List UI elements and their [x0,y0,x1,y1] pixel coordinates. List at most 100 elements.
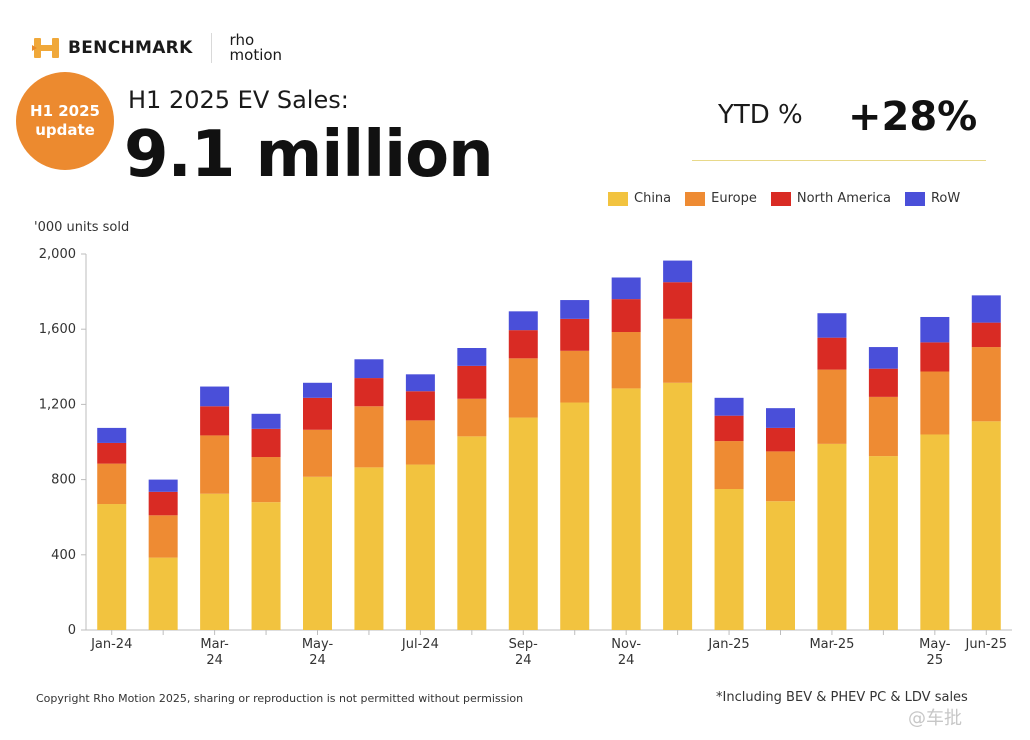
bar-europe [457,398,487,437]
bar-china [457,436,487,630]
legend-label-north-america: North America [796,191,891,206]
x-tick-label: 24 [206,653,223,668]
bar-china [560,402,590,630]
x-tick-label: May- [919,637,951,652]
logo-divider [210,33,212,63]
x-tick-label: Jan-25 [707,637,749,652]
badge-line2: update [35,121,95,139]
bar-row [303,382,332,398]
bar-china [766,501,795,630]
x-tick-label: Jul-24 [401,637,439,652]
legend-swatch-north-america [770,191,791,206]
bar-europe [766,451,795,502]
bar-north-america [251,428,281,458]
y-tick-label: 2,000 [39,247,76,262]
bar-row [714,397,744,416]
bar-row [817,313,847,338]
chart-legend: China Europe North America RoW [608,191,974,206]
bar-europe [920,371,950,435]
y-axis-label: '000 units sold [34,220,130,235]
x-tick-label: May- [302,637,334,652]
bar-europe [817,369,847,444]
bar-row [508,311,538,331]
x-tick-label: Mar- [200,637,229,652]
bar-row [611,277,641,300]
y-tick-label: 0 [68,623,76,638]
y-tick-label: 1,200 [39,397,76,412]
bar-china [714,489,744,630]
bar-europe [200,435,230,494]
bar-north-america [766,427,795,452]
legend-label-china: China [634,191,672,206]
bar-europe [868,396,898,457]
bar-row [97,427,127,443]
bar-north-america [868,368,898,397]
x-tick-label: Nov- [611,637,641,652]
bar-china [354,467,384,630]
bar-europe [508,358,538,418]
legend-item-europe: Europe [685,191,757,206]
bar-china [971,421,1001,630]
bar-north-america [508,330,538,359]
legend-item-china: China [608,191,671,206]
bar-europe [611,332,641,389]
bar-north-america [971,322,1001,348]
bar-europe [405,420,435,465]
bar-north-america [97,442,127,464]
copyright-text: Copyright Rho Motion 2025, sharing or re… [36,692,524,705]
bar-north-america [817,337,847,370]
x-tick-label: 24 [309,653,326,668]
bar-row [405,374,435,392]
benchmark-mark-icon [32,38,59,58]
x-tick-label: Jan-24 [90,637,132,652]
legend-item-north-america: North America [770,191,891,206]
x-tick-label: 25 [927,653,944,668]
bar-europe [971,347,1001,422]
page-title: 9.1 million [124,118,494,192]
benchmark-logo-text: BENCHMARK [68,38,193,58]
bar-china [405,464,435,630]
x-tick-label: Jun-25 [965,637,1008,652]
bar-china [97,504,127,630]
bar-north-america [405,391,435,421]
badge-line1: H1 2025 [30,102,100,120]
bar-row [971,295,1001,323]
x-tick-label: Sep- [509,637,539,652]
bar-china [920,434,950,630]
bar-china [817,443,847,630]
bar-row [354,359,384,379]
rho-motion-logo: rho motion [229,31,283,64]
bar-china [303,476,332,630]
header-logos: BENCHMARK rho motion [32,30,300,66]
page-subtitle: H1 2025 EV Sales: [128,86,349,114]
ytd-label: YTD % [718,100,803,130]
bar-china [868,456,898,630]
bar-row [766,408,795,428]
bar-row [868,347,898,369]
bar-europe [303,429,332,477]
bar-row [560,300,590,319]
bar-china [251,502,281,630]
bar-china [200,493,230,630]
bar-row [457,348,487,366]
bar-north-america [611,299,641,333]
x-tick-label: 24 [618,653,635,668]
legend-swatch-china [608,191,628,206]
bar-europe [354,406,384,468]
h1-update-badge: H1 2025 update [16,72,114,170]
bar-north-america [714,415,744,442]
legend-swatch-row [904,191,925,206]
bar-north-america [148,491,178,516]
bar-north-america [354,378,384,407]
bar-europe [97,463,127,505]
bar-row [200,386,230,407]
ytd-divider [692,160,986,161]
bar-china [663,382,693,630]
bar-row [663,260,693,283]
bar-row [920,316,950,343]
bar-europe [714,441,744,489]
bar-china [611,388,641,630]
bar-north-america [457,365,487,399]
bar-north-america [560,318,590,351]
bar-row [148,479,178,492]
